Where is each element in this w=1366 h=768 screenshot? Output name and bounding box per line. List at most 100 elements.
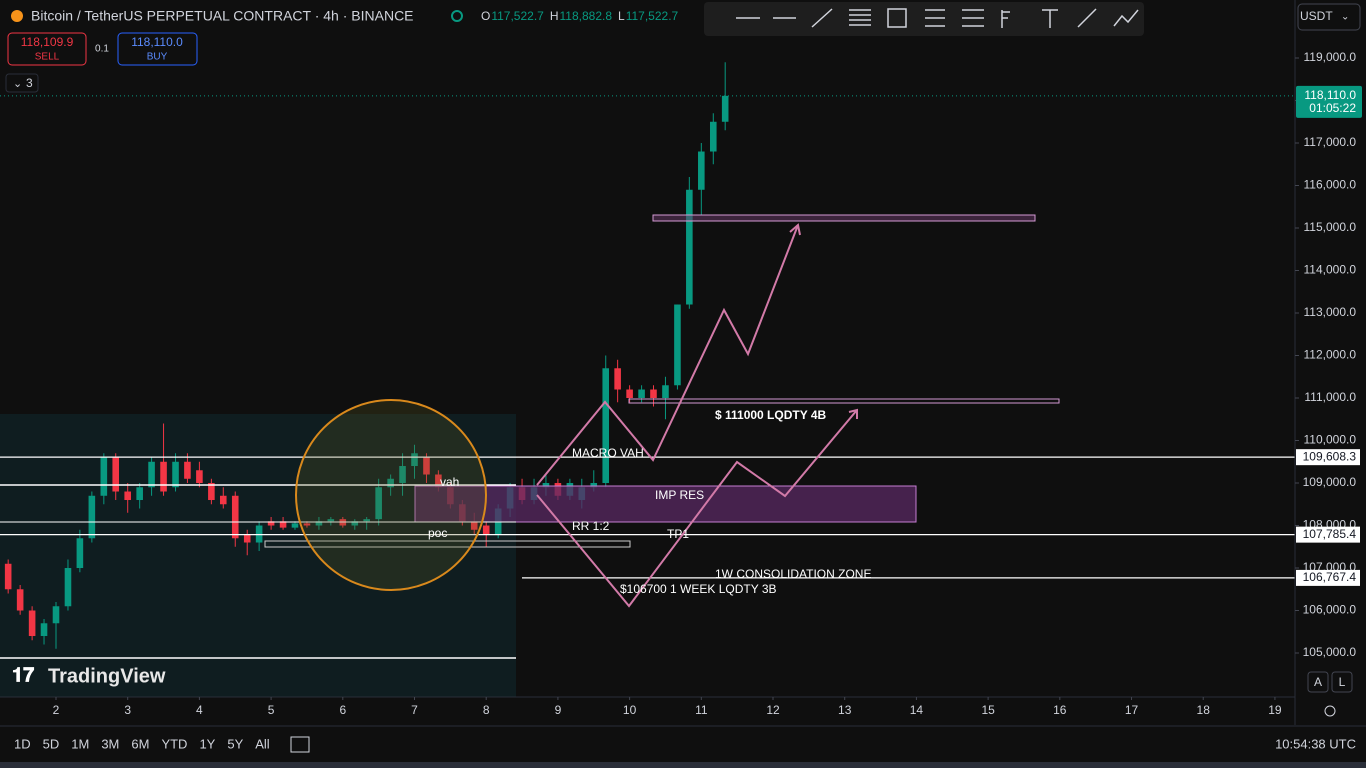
candle-body — [100, 457, 108, 496]
zone-box — [628, 398, 1060, 404]
candle-body — [208, 483, 215, 501]
level-label: 109,608.3 — [1303, 449, 1357, 463]
y-tick-label: 113,000.0 — [1304, 305, 1357, 319]
candle-body — [327, 519, 335, 522]
x-tick-label: 4 — [196, 703, 203, 717]
candle-body — [112, 457, 120, 492]
y-tick-label: 115,000.0 — [1304, 220, 1357, 234]
log-button[interactable] — [1331, 671, 1353, 693]
buy-button[interactable] — [117, 32, 198, 66]
annotation: TP1 — [667, 527, 689, 541]
range-button[interactable]: 5Y — [227, 736, 243, 751]
range-button[interactable]: All — [255, 736, 270, 751]
candle-body — [399, 466, 406, 484]
range-button[interactable]: 1Y — [199, 736, 215, 751]
ohlc: O 117,522.7 H 118,882.8 L 117,522.7 — [481, 9, 679, 23]
annotation: RR 1:2 — [572, 519, 610, 533]
candle-body — [148, 461, 155, 488]
clock: 10:54:38 UTC — [1275, 736, 1356, 751]
candle-body — [435, 474, 442, 488]
range-button[interactable]: 1M — [71, 736, 89, 751]
candle-body — [243, 534, 251, 543]
candle-body — [88, 495, 96, 539]
y-tick-label: 106,000.0 — [1303, 603, 1357, 617]
range-button[interactable]: YTD — [161, 736, 187, 751]
x-tick-label: 19 — [1268, 703, 1282, 717]
chevron[interactable]: ⌄ — [13, 78, 22, 90]
x-tick-label: 3 — [124, 703, 131, 717]
tool[interactable] — [811, 8, 833, 28]
candle-body — [40, 623, 48, 637]
tool[interactable] — [849, 9, 871, 26]
x-tick-label: 2 — [53, 703, 60, 717]
symbol-title[interactable]: Bitcoin / TetherUS PERPETUAL CONTRACT · … — [31, 8, 414, 24]
y-tick-label: 112,000.0 — [1304, 348, 1357, 362]
candle-body — [698, 151, 705, 190]
status-dot — [451, 10, 463, 22]
candle-body — [721, 95, 729, 122]
imp-res-box — [414, 485, 917, 523]
buy-label[interactable]: BUY — [147, 52, 168, 63]
indicators-count[interactable]: 3 — [26, 76, 33, 90]
candle-body — [387, 478, 394, 488]
x-tick-label: 13 — [838, 703, 852, 717]
last-price-tag — [1296, 85, 1362, 118]
bottom-edge — [0, 762, 1366, 768]
candle-body — [542, 483, 550, 488]
level-label: 107,785.4 — [1303, 527, 1357, 541]
tool[interactable] — [1042, 9, 1058, 28]
sell-label[interactable]: SELL — [35, 52, 60, 63]
candle-body — [279, 521, 287, 528]
spread: 0.1 — [95, 44, 109, 55]
currency[interactable]: USDT — [1300, 9, 1333, 23]
candle-body — [124, 491, 131, 501]
tool[interactable] — [962, 9, 984, 27]
candle-body — [375, 487, 382, 520]
x-tick-label: 7 — [411, 703, 418, 717]
ohlc-value: 117,522.7 — [491, 9, 544, 23]
tool[interactable] — [1001, 10, 1010, 28]
countdown: 01:05:22 — [1309, 101, 1356, 115]
candle-body — [351, 521, 359, 526]
auto-button[interactable] — [1307, 671, 1329, 693]
date-range-icon[interactable] — [290, 736, 310, 753]
chevron[interactable]: ⌄ — [1341, 12, 1349, 23]
auto-label[interactable]: A — [1314, 675, 1322, 689]
currency-select[interactable] — [1297, 3, 1361, 31]
footer: 1D 5D 1M 3M 6M YTD 1Y 5Y All — [14, 736, 270, 751]
candle-body — [482, 525, 490, 535]
candle-body — [291, 523, 299, 528]
candle-body — [411, 453, 418, 467]
indicators-toggle[interactable] — [5, 73, 39, 93]
x-tick-label: 14 — [910, 703, 924, 717]
sell-price[interactable]: 118,109.9 — [21, 35, 74, 49]
settings-icon[interactable] — [1324, 705, 1336, 717]
tool[interactable] — [925, 9, 945, 27]
candle-body — [28, 610, 36, 637]
projection-path — [536, 224, 799, 486]
range-button[interactable]: 3M — [101, 736, 119, 751]
tool[interactable] — [1113, 9, 1139, 27]
range-button[interactable]: 6M — [131, 736, 149, 751]
range-shade — [0, 414, 516, 697]
candle-body — [423, 457, 430, 475]
tool[interactable] — [887, 8, 907, 28]
buy-price[interactable]: 118,110.0 — [131, 35, 183, 49]
tool[interactable] — [1077, 8, 1097, 28]
annotation: $ 111000 LQDTY 4B — [715, 408, 827, 422]
x-tick-label: 6 — [339, 703, 346, 717]
sell-button[interactable] — [7, 32, 87, 66]
y-tick-label: 117,000.0 — [1304, 135, 1357, 149]
ohlc-key: L — [618, 9, 625, 23]
zone-box — [264, 540, 631, 548]
y-tick-label: 119,000.0 — [1304, 50, 1357, 64]
x-tick-label: 8 — [483, 703, 490, 717]
ohlc-value: 117,522.7 — [626, 9, 679, 23]
level-tag — [1296, 526, 1360, 543]
log-label[interactable]: L — [1339, 675, 1346, 689]
logo: TradingView — [48, 665, 166, 687]
range-button[interactable]: 1D — [14, 736, 31, 751]
arrow-head — [848, 408, 858, 419]
annotations: MACRO VAH vah IMP RES RR 1:2 poc TP1 $ 1… — [428, 408, 871, 596]
range-button[interactable]: 5D — [43, 736, 60, 751]
